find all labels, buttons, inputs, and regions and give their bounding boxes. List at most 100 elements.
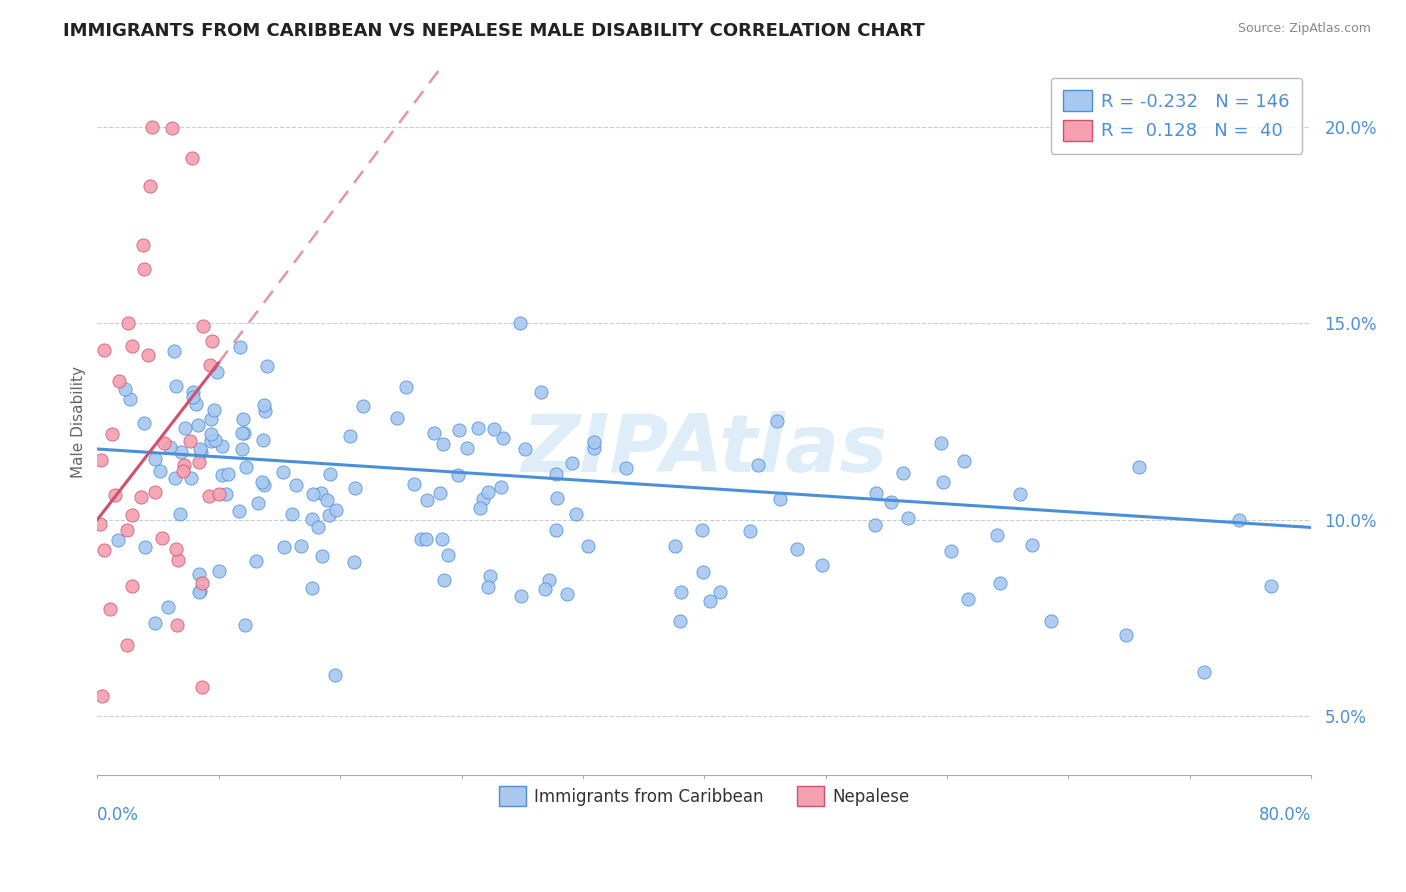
Point bbox=[217, 467, 239, 481]
Point bbox=[232, 426, 254, 441]
Point bbox=[404, 476, 426, 491]
Point bbox=[315, 493, 337, 508]
Point bbox=[153, 436, 176, 450]
Point bbox=[432, 437, 454, 451]
Point bbox=[107, 374, 129, 388]
Point bbox=[180, 471, 202, 485]
Point bbox=[172, 464, 194, 478]
Text: Source: ZipAtlas.com: Source: ZipAtlas.com bbox=[1237, 22, 1371, 36]
Point bbox=[121, 579, 143, 593]
Point bbox=[301, 512, 323, 526]
Point bbox=[273, 540, 295, 554]
Point bbox=[163, 470, 186, 484]
Point bbox=[769, 492, 792, 507]
Point bbox=[530, 385, 553, 400]
Point bbox=[191, 681, 214, 695]
Point bbox=[583, 442, 606, 456]
Point bbox=[191, 318, 214, 333]
Point bbox=[93, 543, 115, 558]
Point bbox=[121, 339, 143, 353]
Point bbox=[101, 427, 124, 442]
Point bbox=[477, 581, 499, 595]
Point bbox=[699, 594, 721, 608]
Point bbox=[429, 486, 451, 500]
Point bbox=[191, 575, 214, 590]
Point bbox=[865, 486, 887, 500]
Point bbox=[207, 486, 229, 500]
Point bbox=[1021, 538, 1043, 552]
Point bbox=[957, 592, 980, 607]
Point bbox=[897, 511, 920, 525]
Point bbox=[430, 532, 453, 546]
Point bbox=[165, 541, 187, 556]
Point bbox=[472, 491, 495, 506]
Point bbox=[134, 540, 156, 554]
Point bbox=[555, 587, 578, 601]
Point bbox=[456, 441, 478, 455]
Point bbox=[204, 433, 226, 447]
Point bbox=[107, 533, 129, 547]
Point bbox=[546, 491, 568, 506]
Point bbox=[576, 539, 599, 553]
Point bbox=[132, 262, 155, 277]
Point bbox=[509, 589, 531, 603]
Point bbox=[200, 434, 222, 448]
Text: IMMIGRANTS FROM CARIBBEAN VS NEPALESE MALE DISABILITY CORRELATION CHART: IMMIGRANTS FROM CARIBBEAN VS NEPALESE MA… bbox=[63, 22, 925, 40]
Point bbox=[163, 344, 186, 359]
Point bbox=[489, 480, 512, 494]
Point bbox=[186, 397, 208, 411]
Point bbox=[201, 334, 224, 349]
Point bbox=[281, 507, 304, 521]
Point bbox=[415, 493, 437, 508]
Point bbox=[880, 495, 903, 509]
Point bbox=[200, 426, 222, 441]
Point bbox=[284, 478, 307, 492]
Point bbox=[150, 531, 173, 545]
Point bbox=[250, 475, 273, 489]
Point bbox=[188, 442, 211, 456]
Point bbox=[114, 382, 136, 396]
Point bbox=[235, 460, 257, 475]
Point bbox=[986, 528, 1008, 542]
Point bbox=[169, 444, 191, 458]
Point bbox=[198, 489, 221, 503]
Point bbox=[339, 429, 361, 443]
Point bbox=[988, 575, 1011, 590]
Point bbox=[953, 454, 976, 468]
Point bbox=[865, 518, 887, 533]
Point bbox=[90, 689, 112, 703]
Point bbox=[747, 458, 769, 473]
Point bbox=[311, 549, 333, 563]
Point bbox=[690, 524, 713, 538]
Point bbox=[132, 416, 155, 430]
Point bbox=[90, 452, 112, 467]
Point bbox=[565, 508, 588, 522]
Point bbox=[228, 504, 250, 518]
Y-axis label: Male Disability: Male Disability bbox=[72, 366, 86, 477]
Point bbox=[1115, 627, 1137, 641]
Point bbox=[929, 436, 952, 450]
Point bbox=[132, 238, 155, 252]
Point bbox=[253, 478, 276, 492]
Point bbox=[546, 523, 568, 537]
Point bbox=[891, 467, 914, 481]
Point bbox=[1039, 614, 1062, 628]
Point bbox=[149, 464, 172, 478]
Point bbox=[98, 602, 121, 616]
Point bbox=[180, 151, 202, 165]
Point bbox=[447, 423, 470, 437]
Point bbox=[166, 618, 188, 632]
Point bbox=[1192, 665, 1215, 679]
Point bbox=[290, 539, 312, 553]
Point bbox=[323, 668, 346, 682]
Point bbox=[513, 442, 536, 457]
Point bbox=[231, 425, 253, 440]
Point bbox=[143, 615, 166, 630]
Point bbox=[394, 380, 416, 394]
Point bbox=[117, 316, 139, 330]
Point bbox=[117, 523, 139, 537]
Point bbox=[129, 491, 152, 505]
Point bbox=[811, 558, 834, 573]
Point bbox=[187, 566, 209, 581]
Point bbox=[561, 456, 583, 470]
